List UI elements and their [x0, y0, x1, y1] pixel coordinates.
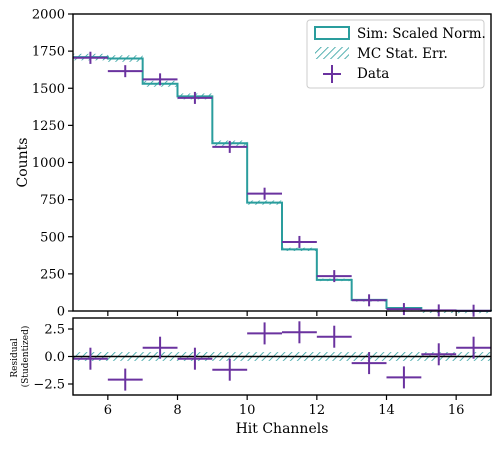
main-histogram-panel: 0 250 500 750 1000 1250 1500 1750 2000 Counts Si…: [15, 8, 492, 320]
data-point: [212, 140, 248, 153]
data-point: [177, 91, 213, 104]
data-point: [316, 270, 352, 283]
x-tick-label: 12: [309, 403, 326, 418]
x-axis-ticks: [107, 311, 457, 316]
y-tick-label: 750: [40, 193, 65, 208]
data-points: [73, 51, 491, 317]
legend-data-label: Data: [357, 66, 389, 82]
x-axis-ticks: 6 8 10 12 14 16: [104, 395, 465, 418]
residual-point: [247, 322, 282, 345]
residual-y-tick-label: 2.5: [44, 323, 65, 338]
residual-y-label-line-1: Residual: [10, 338, 20, 378]
residual-point: [73, 347, 108, 370]
legend-data-swatch: [323, 65, 341, 83]
data-point: [386, 303, 422, 316]
y-tick-label: 0: [57, 305, 65, 320]
y-tick-label: 1000: [32, 156, 65, 171]
residual-y-axis-label: Residual (Studentized): [10, 326, 31, 388]
residual-y-axis-ticks: −2.5 0.0 2.5: [33, 323, 73, 393]
residual-plot-frame: [72, 317, 492, 396]
x-tick-label: 6: [104, 403, 112, 418]
data-point: [247, 187, 282, 200]
legend-mc-err-label: MC Stat. Err.: [357, 46, 448, 62]
legend-mc-err-swatch: [315, 47, 349, 59]
residual-panel: −2.5 0.0 2.5 6 8 10 12 14 16 Residual (Studenti…: [10, 317, 492, 437]
residual-point: [142, 336, 178, 359]
data-point: [351, 294, 387, 307]
mc-stat-err-band: [73, 53, 491, 314]
x-tick-label: 10: [239, 403, 256, 418]
legend-box: [306, 19, 485, 89]
data-point: [107, 65, 143, 78]
legend-sim-label: Sim: Scaled Norm.: [357, 26, 486, 42]
data-point: [282, 235, 317, 248]
y-axis-label: Counts: [15, 138, 31, 188]
residual-point: [351, 352, 387, 375]
y-axis-ticks: 0 250 500 750 1000 1250 1500 1750 2000: [32, 8, 73, 320]
y-tick-label: 1250: [32, 119, 65, 134]
residual-points: [73, 321, 491, 391]
residual-point: [386, 366, 422, 389]
residual-point: [316, 325, 352, 348]
y-tick-label: 1500: [32, 82, 65, 97]
x-tick-label: 14: [378, 403, 395, 418]
x-tick-label: 16: [448, 403, 465, 418]
y-tick-label: 2000: [32, 8, 65, 23]
y-tick-label: 250: [40, 267, 65, 282]
residual-point: [177, 347, 213, 370]
residual-point: [212, 358, 248, 381]
legend: Sim: Scaled Norm. MC Stat. Err. Data: [306, 19, 486, 89]
data-point: [142, 73, 178, 86]
residual-point: [421, 343, 457, 366]
residual-y-tick-label: −2.5: [33, 378, 65, 393]
data-point: [73, 51, 108, 64]
residual-y-tick-label: 0.0: [44, 350, 65, 365]
y-tick-label: 500: [40, 230, 65, 245]
x-axis-label: Hit Channels: [236, 421, 329, 437]
main-plot-frame: [72, 13, 492, 312]
sim-scaled-norm-step-line: [73, 56, 492, 312]
residual-point: [107, 368, 143, 391]
residual-y-label-line-2: (Studentized): [20, 326, 31, 388]
x-tick-label: 8: [173, 403, 181, 418]
legend-sim-swatch: [314, 26, 350, 40]
residual-point: [456, 336, 491, 359]
residual-point: [282, 321, 317, 344]
y-tick-label: 1750: [32, 45, 65, 60]
